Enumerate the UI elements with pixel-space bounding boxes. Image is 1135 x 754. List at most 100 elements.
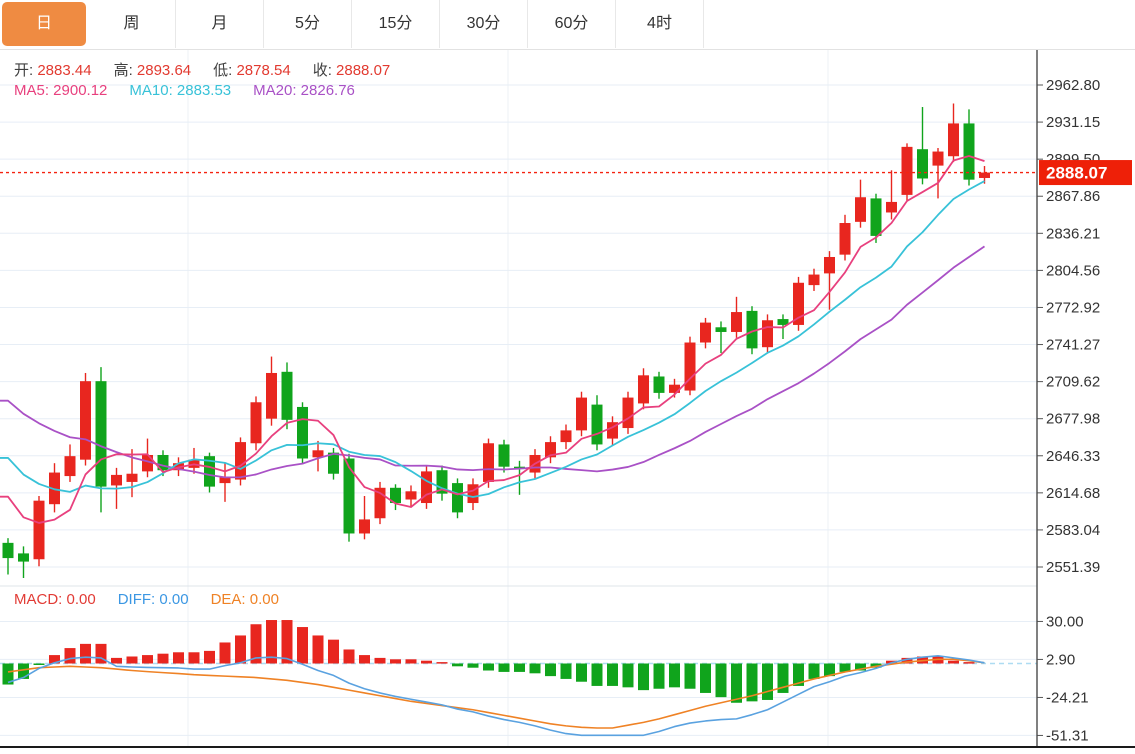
price-tick-label: 2962.80 xyxy=(1046,77,1100,94)
macd-bar xyxy=(405,659,417,664)
tab-m30[interactable]: 30分 xyxy=(440,0,528,48)
low-value: 2878.54 xyxy=(232,62,291,79)
candle-body xyxy=(111,474,122,486)
candle-body xyxy=(421,471,432,504)
candle-body xyxy=(483,443,494,482)
macd-bar xyxy=(576,663,587,682)
macd-bar xyxy=(963,662,975,664)
tab-week[interactable]: 周 xyxy=(88,0,176,48)
candle-body xyxy=(607,422,618,439)
candle-body xyxy=(374,487,386,519)
macd-bar xyxy=(95,643,107,664)
ohlc-readout: 开: 2883.44 高: 2893.64 低: 2878.54 收: 2888.07 xyxy=(14,59,412,80)
price-tick-label: 2614.68 xyxy=(1046,485,1100,502)
macd-bar xyxy=(777,663,789,693)
current-price-badge-bg xyxy=(1039,160,1132,186)
macd-bar xyxy=(560,663,572,679)
readout-ohlc-open: 开: 2883.44 xyxy=(14,59,92,80)
candle-body xyxy=(545,442,556,458)
price-tick-label: 2836.21 xyxy=(1046,225,1100,242)
macd-bar xyxy=(33,663,45,665)
ma5-label: MA5: xyxy=(14,82,50,99)
candle-body xyxy=(932,151,944,166)
macd-bar xyxy=(188,652,200,664)
candle-body xyxy=(359,519,370,534)
candle-body xyxy=(312,450,324,458)
candle-body xyxy=(684,342,696,391)
candle-body xyxy=(452,483,463,513)
macd-bar xyxy=(746,663,758,702)
candle-body xyxy=(793,282,804,325)
macd-bar xyxy=(529,663,541,674)
macd-bar xyxy=(18,663,29,679)
macd-bar xyxy=(2,663,14,685)
macd-bar xyxy=(421,660,432,664)
macd-bar xyxy=(498,663,510,672)
candle-body xyxy=(467,484,479,504)
price-tick-label: 2741.27 xyxy=(1046,337,1100,354)
macd-bar xyxy=(297,627,308,664)
macd-bar xyxy=(839,663,851,672)
candle-body xyxy=(901,146,913,195)
candle-body xyxy=(219,477,231,484)
candle-body xyxy=(157,454,169,471)
macd-bar xyxy=(948,660,959,664)
macd-bar xyxy=(80,643,91,664)
ma-readout: MA5: 2900.12 MA10: 2883.53 MA20: 2826.76 xyxy=(14,82,377,99)
candle-body xyxy=(979,172,990,178)
macd-bar xyxy=(49,655,60,664)
macd-bar xyxy=(111,657,122,664)
candle-body xyxy=(405,491,417,500)
gridlines xyxy=(0,49,1037,747)
candle-body xyxy=(95,381,107,487)
price-tick-label: 2931.15 xyxy=(1046,114,1100,131)
candle-body xyxy=(886,201,897,213)
macd-bar xyxy=(390,659,401,664)
readout-ma-ma5: MA5: 2900.12 xyxy=(14,82,107,99)
tab-day[interactable]: 日 xyxy=(2,2,86,46)
macd-histogram xyxy=(2,620,975,703)
dea-line xyxy=(7,658,985,729)
macd-bar xyxy=(514,663,525,672)
macd-bar xyxy=(901,657,913,664)
candle-body xyxy=(731,312,742,332)
diff-line xyxy=(7,654,985,737)
ma5-line xyxy=(0,155,985,524)
macd-tick-label: -24.21 xyxy=(1046,689,1089,706)
price-tick-label: 2646.33 xyxy=(1046,448,1100,465)
candles-layer xyxy=(2,103,990,579)
candle-body xyxy=(142,454,153,472)
macd-bar xyxy=(359,655,370,664)
price-tick-label: 2772.92 xyxy=(1046,299,1100,316)
macd-bar xyxy=(266,620,277,664)
dea-value: 0.00 xyxy=(245,591,279,608)
macd-bar xyxy=(328,639,339,664)
candle-body xyxy=(297,406,308,459)
macd-bar xyxy=(452,663,463,667)
high-value: 2893.64 xyxy=(132,62,192,79)
macd-label: MACD: xyxy=(14,591,63,608)
ma20-line xyxy=(0,245,986,479)
macd-bar xyxy=(64,648,76,664)
macd-bar xyxy=(731,663,742,703)
tab-m15[interactable]: 15分 xyxy=(352,0,440,48)
candle-body xyxy=(762,320,773,348)
price-tick-label: 2583.04 xyxy=(1046,522,1100,539)
macd-bar xyxy=(793,663,804,686)
macd-tick-label: -51.31 xyxy=(1046,727,1089,744)
ma10-line xyxy=(0,180,985,498)
tab-h4[interactable]: 4时 xyxy=(616,0,704,48)
dea-label: DEA: xyxy=(210,591,246,608)
readout-ohlc-close: 收: 2888.07 xyxy=(313,59,391,80)
macd-bar xyxy=(374,657,386,664)
macd-bar xyxy=(715,663,727,698)
candle-body xyxy=(808,274,820,286)
tab-m5[interactable]: 5分 xyxy=(264,0,352,48)
candle-body xyxy=(917,149,928,179)
current-price-badge: 2888.07 xyxy=(1039,160,1132,186)
macd-bar xyxy=(855,663,866,671)
macd-bar xyxy=(343,649,355,664)
tab-m60[interactable]: 60分 xyxy=(528,0,616,48)
tab-month[interactable]: 月 xyxy=(176,0,264,48)
